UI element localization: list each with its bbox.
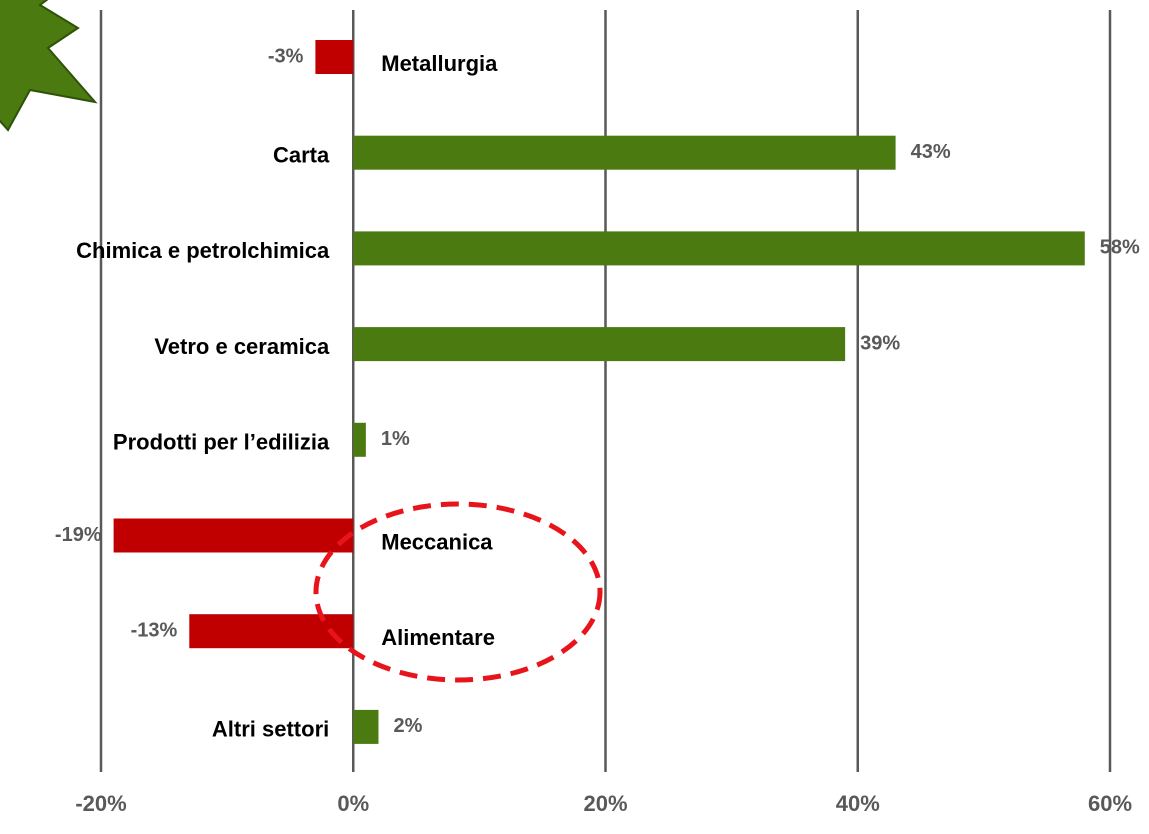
value-label: 43% [911, 141, 951, 163]
value-label: 1% [381, 428, 410, 450]
bar [353, 423, 366, 457]
bar [353, 327, 845, 361]
bar [353, 136, 895, 170]
category-label: Alimentare [381, 625, 495, 650]
plot-area: -20% 0% 20% 40% 60% -3% Metallurgia 43% Carta 58%… [55, 10, 1140, 816]
x-tick-label: 40% [836, 791, 880, 816]
value-label: 58% [1100, 237, 1140, 259]
x-tick-label: 20% [583, 791, 627, 816]
bar [315, 40, 353, 74]
starburst-decoration [0, 0, 95, 130]
value-label: -19% [55, 524, 102, 546]
value-label: 2% [393, 715, 422, 737]
bar [353, 231, 1085, 265]
category-label: Metallurgia [381, 51, 498, 76]
category-label: Chimica e petrolchimica [76, 238, 330, 263]
bar [114, 519, 354, 553]
category-label: Meccanica [381, 529, 493, 554]
category-label: Carta [273, 143, 330, 168]
value-label: -3% [268, 45, 304, 67]
bar [353, 710, 378, 744]
x-tick-label: -20% [75, 791, 126, 816]
category-label: Vetro e ceramica [154, 334, 330, 359]
value-label: -13% [131, 619, 178, 641]
x-tick-label: 60% [1088, 791, 1132, 816]
x-tick-label: 0% [337, 791, 369, 816]
category-label: Prodotti per l’edilizia [113, 430, 330, 455]
chart: -20% 0% 20% 40% 60% -3% Metallurgia 43% Carta 58%… [0, 0, 1149, 829]
category-label: Altri settori [212, 717, 329, 742]
value-label: 39% [860, 332, 900, 354]
